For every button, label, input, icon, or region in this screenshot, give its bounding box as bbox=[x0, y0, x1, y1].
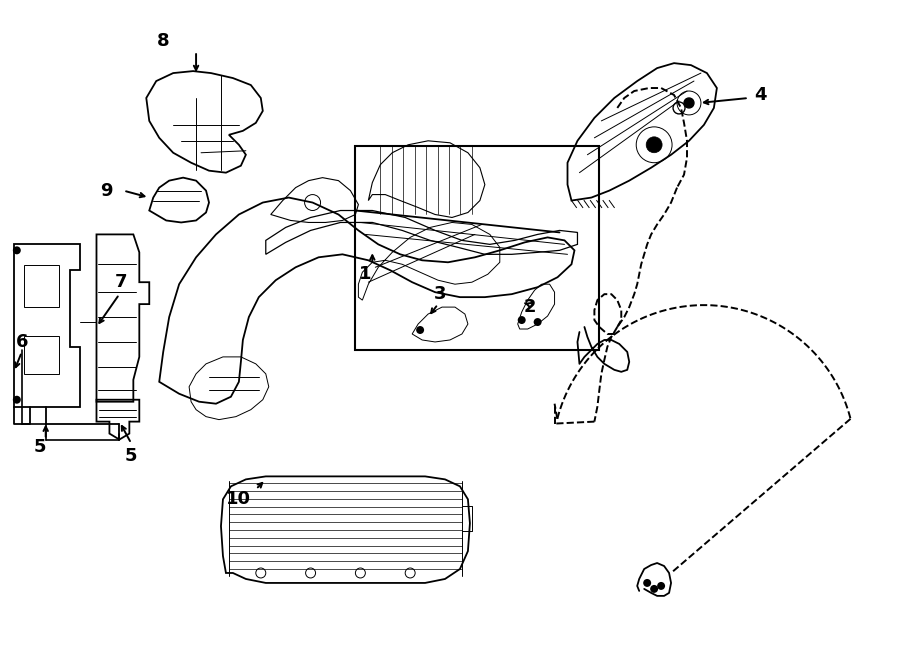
Text: 3: 3 bbox=[434, 285, 446, 303]
Circle shape bbox=[13, 396, 21, 404]
Text: 7: 7 bbox=[115, 273, 128, 291]
Circle shape bbox=[416, 326, 424, 334]
Circle shape bbox=[518, 316, 526, 324]
Text: 5: 5 bbox=[33, 438, 46, 455]
Text: 4: 4 bbox=[754, 86, 767, 104]
Bar bbox=[356, 146, 599, 350]
Circle shape bbox=[684, 98, 694, 108]
Bar bbox=[23, 336, 59, 374]
Text: 2: 2 bbox=[524, 298, 536, 316]
Circle shape bbox=[657, 582, 665, 590]
Circle shape bbox=[534, 318, 542, 326]
Text: 5: 5 bbox=[125, 448, 138, 465]
Circle shape bbox=[644, 579, 652, 587]
Circle shape bbox=[646, 137, 662, 153]
Text: 10: 10 bbox=[227, 491, 251, 508]
Text: 8: 8 bbox=[157, 32, 169, 50]
Circle shape bbox=[13, 246, 21, 254]
Text: 9: 9 bbox=[100, 181, 112, 199]
Text: 1: 1 bbox=[359, 265, 372, 283]
Circle shape bbox=[650, 585, 658, 593]
Bar bbox=[23, 265, 59, 307]
Text: 6: 6 bbox=[15, 333, 28, 351]
